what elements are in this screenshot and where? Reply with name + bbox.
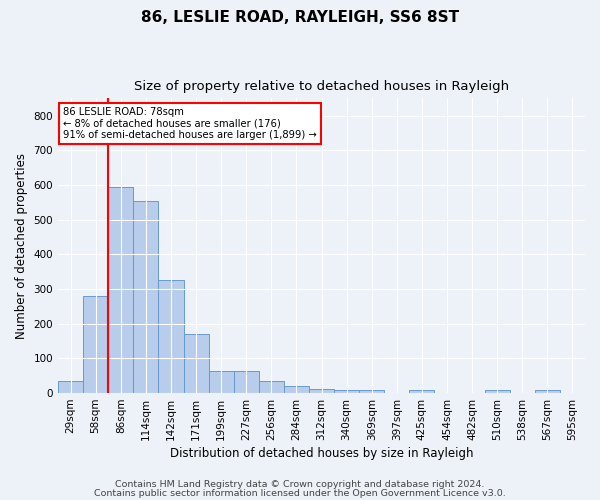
Bar [535,390,560,393]
Bar [359,390,384,393]
Y-axis label: Number of detached properties: Number of detached properties [15,152,28,338]
Bar [409,390,434,393]
Text: Contains HM Land Registry data © Crown copyright and database right 2024.: Contains HM Land Registry data © Crown c… [115,480,485,489]
Bar [184,334,209,393]
Bar [83,296,108,393]
Bar [334,390,359,393]
Bar [108,187,133,393]
Title: Size of property relative to detached houses in Rayleigh: Size of property relative to detached ho… [134,80,509,93]
Bar [209,370,233,393]
Bar [158,280,184,393]
Text: Contains public sector information licensed under the Open Government Licence v3: Contains public sector information licen… [94,488,506,498]
Bar [485,390,510,393]
Text: 86 LESLIE ROAD: 78sqm
← 8% of detached houses are smaller (176)
91% of semi-deta: 86 LESLIE ROAD: 78sqm ← 8% of detached h… [64,107,317,140]
X-axis label: Distribution of detached houses by size in Rayleigh: Distribution of detached houses by size … [170,447,473,460]
Bar [233,370,259,393]
Text: 86, LESLIE ROAD, RAYLEIGH, SS6 8ST: 86, LESLIE ROAD, RAYLEIGH, SS6 8ST [141,10,459,25]
Bar [284,386,309,393]
Bar [133,202,158,393]
Bar [309,389,334,393]
Bar [259,381,284,393]
Bar [58,381,83,393]
